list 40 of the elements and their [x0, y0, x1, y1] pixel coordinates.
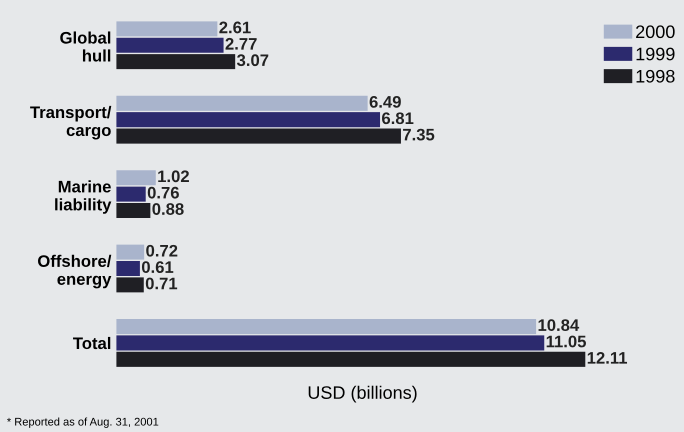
data-label: 6.49 [370, 96, 401, 108]
y-tick-label: Offshore/ energy [38, 254, 112, 288]
y-tick-label: Total [73, 336, 110, 350]
data-label: 7.35 [403, 128, 434, 141]
legend-label: 1999 [636, 48, 674, 60]
data-label: 12.11 [588, 352, 628, 364]
data-label: 0.76 [148, 186, 179, 199]
bar [116, 54, 236, 70]
bar [116, 319, 536, 334]
x-axis-title: USD (billions) [308, 386, 417, 403]
data-label: 0.61 [142, 261, 174, 273]
bar [116, 21, 218, 36]
data-label: 2.61 [219, 22, 251, 34]
bar [116, 96, 368, 111]
bar [116, 335, 544, 350]
legend-label: 2000 [636, 25, 675, 38]
y-tick-label: Global hull [60, 31, 110, 62]
bar [116, 112, 380, 128]
y-tick-label: Transport/ cargo [30, 106, 112, 140]
data-label: 0.88 [152, 203, 184, 215]
data-label: 10.84 [538, 319, 580, 332]
data-label: 6.81 [382, 112, 414, 124]
text: * Reported as of Aug. 31, 2001 [7, 417, 158, 428]
bar [116, 186, 146, 202]
bar [116, 170, 156, 186]
bar [116, 352, 586, 367]
bar [116, 260, 140, 276]
data-label: 1.02 [158, 170, 189, 182]
data-label: 0.72 [146, 244, 178, 257]
bar [116, 244, 144, 260]
bar [116, 202, 150, 218]
bar [116, 277, 144, 292]
data-label: 0.71 [146, 278, 178, 290]
data-label: 2.77 [226, 38, 257, 50]
y-tick-label: Marine liability [55, 180, 112, 214]
data-label: 3.07 [236, 54, 268, 66]
bar [116, 38, 224, 53]
bar [116, 128, 401, 144]
legend-label: 1998 [636, 70, 675, 83]
data-label: 11.05 [546, 336, 586, 348]
